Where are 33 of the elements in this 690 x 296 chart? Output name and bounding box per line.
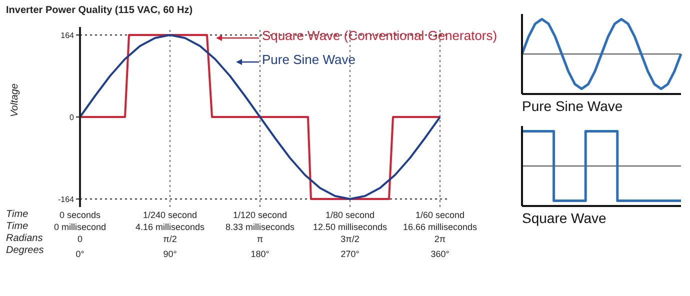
text: 4.16 milliseconds [135, 222, 205, 232]
text: Degrees [6, 245, 44, 257]
y-tick-label: 0 [70, 112, 75, 122]
text: 1/240 second [142, 209, 198, 221]
x-tick-label: 0° [76, 249, 85, 259]
x-tick-label: 180° [250, 249, 270, 259]
x-tick-label: 270° [340, 249, 360, 259]
text: 1/80 second [324, 209, 376, 221]
y-tick-label: -164 [58, 194, 75, 204]
text: π/2 [162, 233, 178, 245]
x-tick-label: 90° [163, 249, 178, 259]
text: 0 [77, 234, 82, 244]
text: 1/60 second [414, 209, 466, 221]
y-tick-label: 164 [60, 30, 75, 40]
text: π [256, 233, 264, 245]
text: 12.50 milliseconds [312, 222, 388, 232]
text: 0 millisecond [54, 222, 106, 232]
text: 2π [433, 233, 447, 245]
chart-title: Inverter Power Quality (115 VAC, 60 Hz) [6, 5, 193, 16]
x-axis-title: Square Wave [522, 210, 606, 226]
text: 3π/2 [340, 233, 360, 245]
text: Time [6, 209, 30, 221]
text: 1/120 second [232, 209, 288, 221]
y-axis-title: Voltage [10, 83, 21, 117]
text: 8.33 milliseconds [225, 222, 295, 232]
text: 0 seconds [59, 210, 101, 220]
text: 16.66 milliseconds [402, 222, 478, 232]
text: Radians [6, 233, 44, 245]
x-axis-title: Pure Sine Wave [522, 98, 623, 114]
text: Time [6, 221, 30, 233]
legend-label: Pure Sine Wave [262, 52, 356, 67]
legend-label: Square Wave (Conventional Generators) [262, 28, 498, 43]
x-tick-label: 360° [430, 249, 450, 259]
